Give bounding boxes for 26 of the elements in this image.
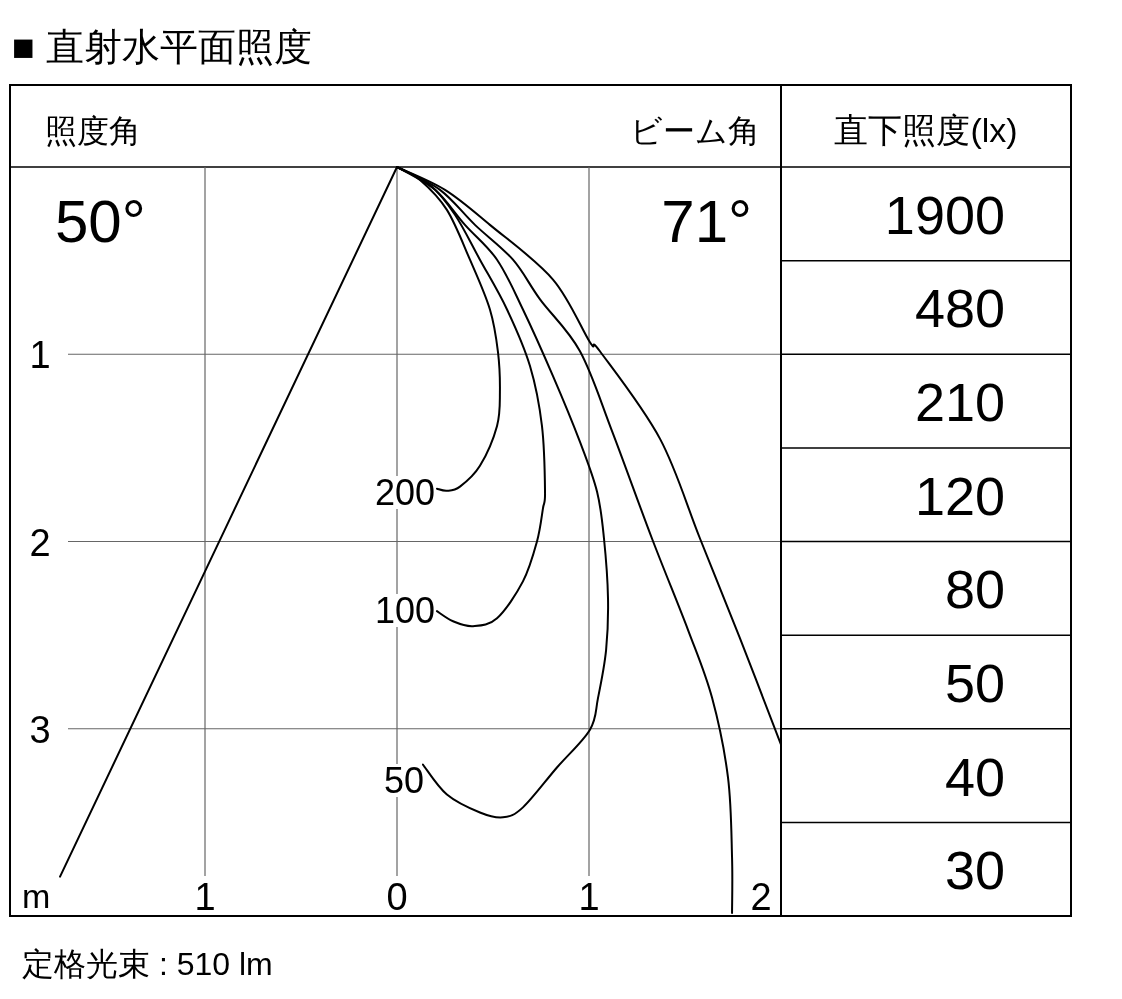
data-label: 50 [944, 652, 1005, 713]
annotation: 71° [661, 188, 752, 255]
y-tick-label: 2 [29, 521, 51, 564]
chart-title: ■ 直射水平面照度 [12, 26, 312, 68]
data-label: 30 [944, 840, 1005, 901]
text: 照度角 [45, 113, 141, 149]
x-tick-label: 0 [386, 876, 408, 918]
text: 直下照度(lx) [834, 111, 1018, 149]
y-tick-label: 3 [29, 708, 51, 751]
x-tick-label: 1 [578, 876, 600, 918]
x-tick-label: 1 [194, 876, 216, 918]
data-label: 80 [944, 559, 1005, 620]
text: 定格光束 : 510 lm [22, 946, 273, 982]
data-label: 1900 [884, 184, 1005, 245]
data-label: 210 [914, 372, 1005, 433]
x-tick-label: 2 [750, 876, 772, 918]
data-label: 120 [914, 465, 1005, 526]
text: ビーム角 [630, 113, 760, 149]
data-label: 40 [944, 746, 1005, 807]
x-axis-title: m [22, 877, 51, 915]
annotation: 100 [374, 590, 435, 631]
annotation: 50° [55, 188, 146, 255]
annotation: 50 [383, 760, 424, 801]
data-label: 480 [914, 278, 1005, 339]
annotation: 200 [374, 472, 435, 513]
y-tick-label: 1 [29, 334, 51, 377]
